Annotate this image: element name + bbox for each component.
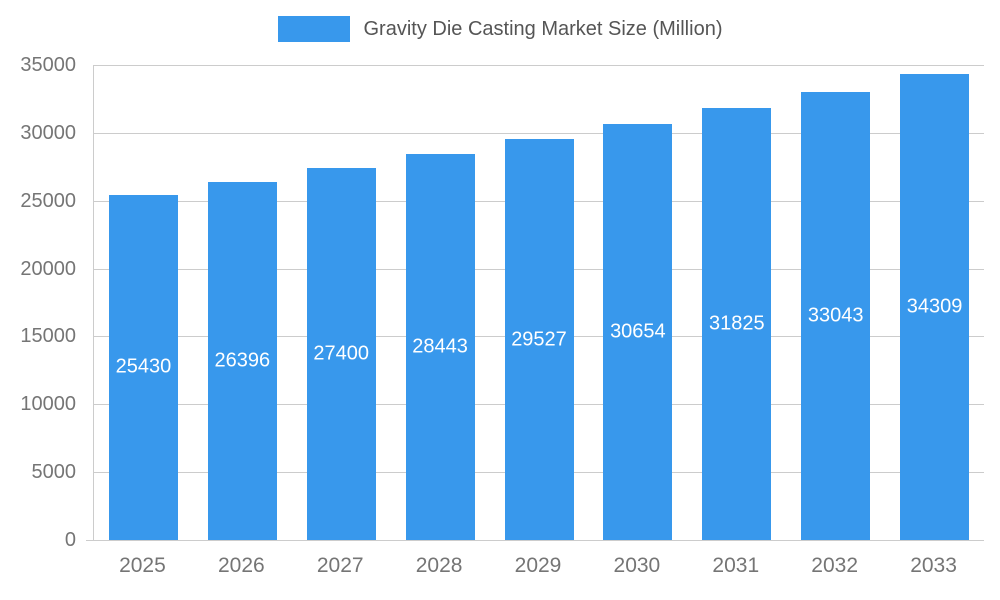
bar-2030 xyxy=(603,123,673,540)
bar-value-label: 26396 xyxy=(214,349,271,372)
x-tick-label: 2029 xyxy=(514,554,562,577)
x-tick-label: 2025 xyxy=(119,554,166,577)
bar-2025 xyxy=(108,194,178,540)
y-tick-label: 20000 xyxy=(20,257,76,280)
x-tick-label: 2032 xyxy=(811,554,859,577)
bar-value-label: 30654 xyxy=(610,320,666,343)
bar-2028 xyxy=(405,153,475,540)
bar-value-label: 34309 xyxy=(906,295,963,318)
legend-swatch xyxy=(277,16,350,42)
y-tick-label: 15000 xyxy=(20,325,76,348)
bar-2027 xyxy=(306,168,376,540)
bar-2029 xyxy=(504,139,574,540)
y-tick-label: 5000 xyxy=(31,461,77,484)
x-tick-label: 2030 xyxy=(613,554,661,577)
gridline xyxy=(86,540,984,541)
bar-value-label: 29527 xyxy=(511,328,567,351)
chart-title: Gravity Die Casting Market Size (Million… xyxy=(363,17,723,40)
bar-2033 xyxy=(900,74,970,540)
bar-value-label: 33043 xyxy=(807,304,864,327)
x-tick-label: 2028 xyxy=(415,554,463,577)
x-tick-label: 2027 xyxy=(316,554,364,577)
x-tick-label: 2031 xyxy=(712,554,760,577)
gridline xyxy=(94,132,984,134)
x-tick-label: 2033 xyxy=(910,554,957,577)
x-tick-label: 2026 xyxy=(217,554,265,577)
bar-2032 xyxy=(801,91,871,540)
bar-2026 xyxy=(207,181,277,540)
gridline xyxy=(94,65,984,66)
y-tick-label: 10000 xyxy=(20,393,76,416)
y-tick-label: 0 xyxy=(64,529,76,551)
plot-area: 25430 26396 27400 28443 29527 30654 31825 33043… xyxy=(86,65,984,541)
y-tick-label: 30000 xyxy=(20,121,76,144)
bar-value-label: 27400 xyxy=(313,342,370,365)
y-tick-label: 35000 xyxy=(20,54,76,76)
x-axis: 2025 2026 2027 2028 2029 2030 2031 2032 2033 xyxy=(93,554,983,586)
legend: Gravity Die Casting Market Size (Million… xyxy=(0,16,1000,42)
bar-value-label: 31825 xyxy=(708,312,765,335)
bar-value-label: 25430 xyxy=(115,355,172,378)
bar-value-label: 28443 xyxy=(412,335,468,358)
bar-2031 xyxy=(702,108,772,540)
y-tick-label: 25000 xyxy=(20,189,76,212)
y-axis: 0 5000 10000 15000 20000 25000 30000 35000 xyxy=(0,54,84,551)
